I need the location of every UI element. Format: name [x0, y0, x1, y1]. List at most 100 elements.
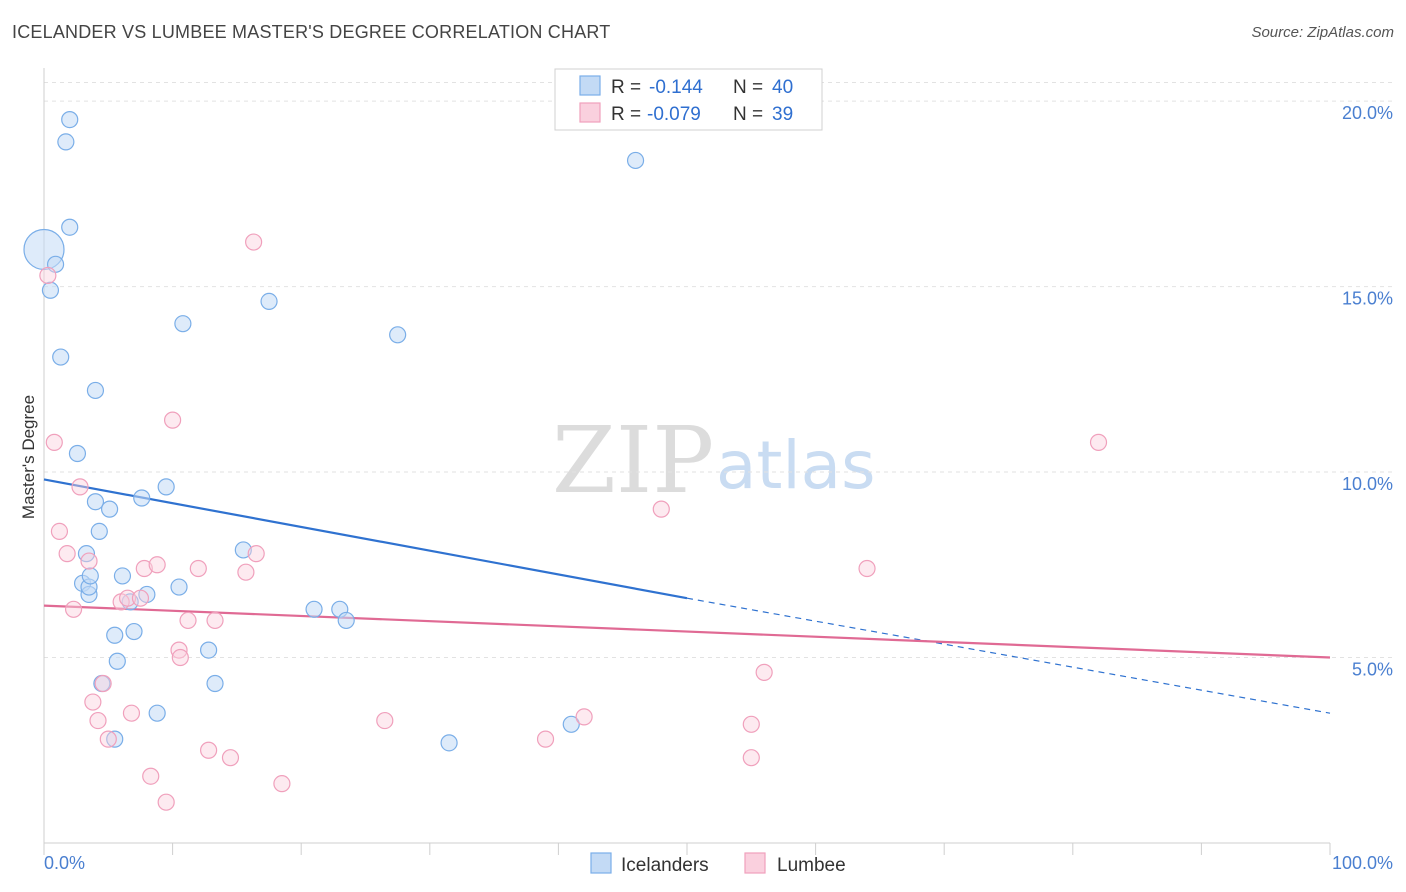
watermark-zip: ZIP	[552, 407, 714, 514]
point-icelanders	[305, 600, 323, 618]
point-icelanders	[106, 730, 124, 748]
point-icelanders	[234, 541, 252, 559]
point-lumbee	[536, 730, 555, 748]
legend-swatch-icelanders	[579, 75, 601, 96]
legend-swatch-lumbee	[579, 102, 601, 123]
legend-r-value-1: -0.144	[649, 77, 703, 98]
point-lumbee	[245, 233, 263, 251]
point-icelanders	[57, 133, 75, 151]
point-lumbee	[58, 545, 76, 563]
y-tick-label: 20.0%	[1342, 103, 1393, 123]
point-lumbee	[157, 793, 175, 811]
point-lumbee	[1089, 433, 1108, 451]
point-icelanders	[157, 478, 175, 496]
point-lumbee	[206, 611, 224, 630]
point-icelanders	[90, 522, 108, 541]
point-lumbee	[131, 589, 150, 607]
point-icelanders	[125, 622, 143, 641]
legend-r-label-1: R =	[611, 77, 641, 98]
point-icelanders	[562, 715, 580, 733]
point-lumbee	[94, 674, 112, 693]
trend-lines	[43, 478, 1331, 714]
legend-r-value-2: -0.079	[647, 104, 701, 125]
data-points	[23, 111, 1108, 811]
point-icelanders	[100, 500, 119, 518]
point-lumbee	[179, 611, 197, 630]
point-lumbee	[171, 648, 189, 667]
point-lumbee	[189, 559, 207, 578]
point-lumbee	[89, 711, 107, 730]
legend-n-value-2: 39	[772, 104, 793, 125]
point-icelanders	[52, 348, 70, 366]
axes: 5.0% 10.0% 15.0% 20.0%	[43, 68, 1393, 855]
point-lumbee	[135, 559, 153, 578]
x-tick-label-min: 0.0%	[44, 853, 85, 873]
x-tick-label-max: 100.0%	[1332, 853, 1393, 873]
watermark: ZIP atlas	[552, 407, 876, 514]
y-axis-title: Master's Degree	[19, 395, 38, 519]
point-lumbee	[148, 556, 166, 574]
trendline-icelanders	[43, 478, 688, 600]
point-lumbee	[755, 663, 773, 681]
legend-r-label-2: R =	[611, 104, 641, 125]
legend-n-value-1: 40	[772, 77, 793, 98]
point-lumbee	[45, 433, 63, 451]
point-lumbee	[237, 563, 255, 581]
point-lumbee	[652, 500, 670, 518]
chart-title: ICELANDER VS LUMBEE MASTER'S DEGREE CORR…	[12, 22, 611, 42]
point-lumbee	[80, 552, 98, 570]
point-icelanders	[389, 326, 407, 344]
point-icelanders	[61, 111, 79, 129]
point-icelanders	[68, 444, 87, 463]
trendline-lumbee	[43, 604, 1331, 659]
point-icelanders	[86, 493, 105, 511]
legend-n-label-2: N =	[733, 104, 763, 125]
legend-n-label-1: N =	[733, 77, 763, 98]
point-lumbee	[200, 741, 218, 759]
point-lumbee	[50, 522, 69, 541]
bottom-legend-label-lumbee: Lumbee	[777, 855, 846, 876]
point-lumbee	[575, 708, 593, 726]
point-lumbee	[84, 693, 102, 711]
point-icelanders	[337, 611, 355, 630]
bottom-legend: Icelanders Lumbee	[590, 852, 846, 876]
point-icelanders	[200, 641, 218, 659]
point-lumbee	[122, 704, 141, 722]
point-icelanders	[108, 652, 126, 670]
trendline-icelanders-extension	[686, 597, 1331, 714]
point-icelanders	[106, 626, 124, 644]
point-icelanders	[81, 567, 99, 585]
point-icelanders	[41, 281, 60, 299]
y-tick-label: 10.0%	[1342, 474, 1393, 494]
point-icelanders	[174, 315, 192, 333]
point-icelanders	[86, 381, 105, 400]
point-icelanders	[113, 567, 132, 585]
point-lumbee	[64, 600, 83, 618]
point-icelanders	[133, 489, 151, 507]
point-lumbee	[247, 545, 265, 563]
point-icelanders	[626, 151, 645, 170]
point-lumbee	[742, 715, 760, 733]
point-icelanders	[440, 734, 458, 752]
y-tick-label: 5.0%	[1352, 660, 1393, 680]
point-icelanders	[170, 578, 188, 596]
point-lumbee	[142, 767, 160, 785]
point-lumbee	[39, 266, 57, 285]
point-lumbee	[164, 411, 182, 429]
point-lumbee	[118, 589, 137, 607]
point-icelanders	[61, 218, 79, 236]
point-lumbee	[221, 749, 240, 767]
point-lumbee	[273, 775, 291, 793]
point-lumbee	[742, 749, 760, 767]
point-icelanders	[148, 704, 166, 722]
legend-box: R = -0.144 N = 40 R = -0.079 N = 39	[554, 68, 823, 131]
source-credit: Source: ZipAtlas.com	[1251, 24, 1394, 41]
point-icelanders	[206, 674, 224, 693]
point-lumbee	[71, 478, 89, 496]
bottom-legend-swatch-icelanders	[590, 852, 612, 874]
bottom-legend-swatch-lumbee	[744, 852, 766, 874]
point-lumbee	[99, 730, 117, 748]
point-lumbee	[858, 559, 876, 578]
watermark-atlas: atlas	[716, 427, 876, 504]
